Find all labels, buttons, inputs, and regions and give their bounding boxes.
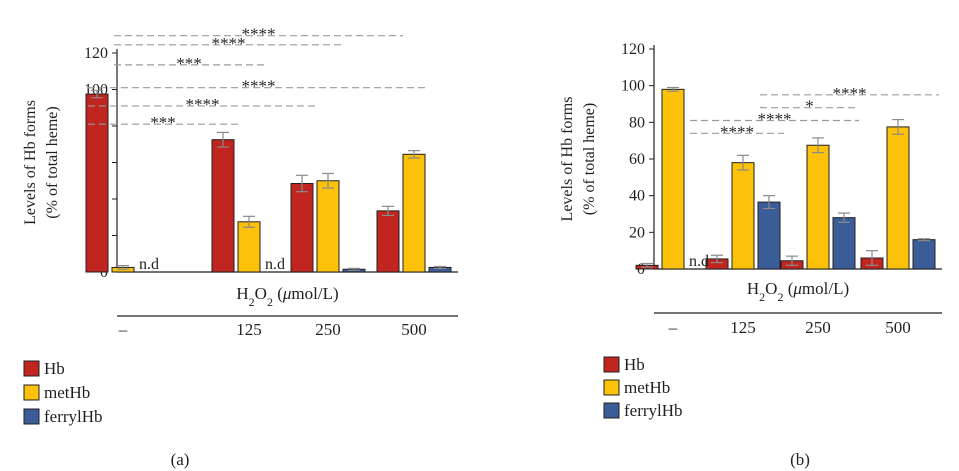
x-axis-label-part: 2: [249, 295, 255, 309]
y-tick-label: 120: [84, 45, 108, 62]
bar-methb: [661, 88, 685, 270]
bar-ferrylhb: [832, 217, 856, 270]
x-axis-label: H2O2 (μmol/L): [236, 284, 338, 309]
x-axis-label-part: (: [273, 284, 283, 303]
bar-methb: [316, 180, 340, 273]
legend-swatch-methb: [23, 384, 40, 401]
legend-label: metHb: [44, 383, 90, 402]
x-axis-label-part: μ: [792, 279, 802, 298]
legend-label: ferrylHb: [624, 401, 683, 420]
bar-ferrylhb: [757, 201, 781, 270]
significance-label: ****: [212, 34, 246, 53]
y-tick-label: 20: [629, 224, 645, 241]
y-tick-label: 120: [621, 41, 645, 58]
y-tick-label: 100: [621, 78, 645, 95]
x-category-label: 125: [730, 318, 756, 337]
bar-hb: [376, 210, 400, 273]
nd-label: n.d: [139, 256, 159, 273]
x-category-label: 500: [885, 318, 911, 337]
significance-label: ****: [758, 110, 792, 129]
y-tick-label: 60: [629, 151, 645, 168]
x-category-label: 250: [315, 320, 341, 339]
legend-label: Hb: [44, 359, 65, 378]
bar-methb: [237, 221, 261, 273]
x-category-label: 250: [805, 318, 831, 337]
legend-swatch-methb: [603, 379, 620, 396]
significance-label: ****: [242, 77, 276, 96]
chart-panel-a: 020406080100120Levels of Hb forms(% of t…: [22, 25, 458, 469]
x-axis-label-part: μ: [282, 284, 292, 303]
chart-panel-b: 020406080100120Levels of Hb forms(% of t…: [559, 41, 942, 469]
x-axis-label-part: 2: [777, 290, 783, 304]
x-category-label: 500: [401, 320, 427, 339]
legend-swatch-hb: [23, 360, 40, 377]
x-axis-label-part: O: [255, 284, 267, 303]
bar-hb: [85, 93, 109, 273]
nd-label: n.d: [265, 256, 285, 273]
y-tick-label: 80: [629, 114, 645, 131]
bar-methb: [402, 153, 426, 273]
x-axis-label-part: mol/L): [802, 279, 849, 298]
bar-methb: [886, 126, 910, 270]
legend-swatch-ferrylhb: [23, 408, 40, 425]
y-tick-label: 40: [629, 188, 645, 205]
x-category-label: –: [118, 320, 128, 339]
x-category-label: 125: [236, 320, 262, 339]
bar-methb: [731, 162, 755, 270]
x-axis-label-part: O: [765, 279, 777, 298]
legend-label: Hb: [624, 355, 645, 374]
x-axis-label-part: H: [747, 279, 759, 298]
significance-label: ***: [176, 54, 202, 73]
legend-label: metHb: [624, 378, 670, 397]
legend-label: ferrylHb: [44, 407, 103, 426]
bar-hb: [211, 139, 235, 273]
significance-label: *: [805, 97, 814, 116]
significance-label: ****: [242, 25, 276, 44]
nd-label: n.d: [689, 253, 709, 270]
x-axis-label-part: mol/L): [291, 284, 338, 303]
x-axis-label: H2O2 (μmol/L): [747, 279, 849, 304]
significance-label: ****: [833, 84, 867, 103]
legend-swatch-hb: [603, 356, 620, 373]
significance-label: ***: [150, 113, 176, 132]
significance-label: ****: [186, 95, 220, 114]
y-axis-label-unit: (% of total heme): [44, 106, 61, 218]
bar-ferrylhb: [912, 239, 936, 270]
legend-swatch-ferrylhb: [603, 402, 620, 419]
y-axis-label: Levels of Hb forms: [22, 100, 39, 225]
x-axis-label-part: (: [783, 279, 793, 298]
panel-label: (b): [790, 450, 810, 469]
y-axis-label: Levels of Hb forms: [559, 97, 576, 222]
x-axis-label-part: 2: [267, 295, 273, 309]
x-category-label: –: [668, 318, 678, 337]
significance-label: ****: [720, 122, 754, 141]
bar-hb: [290, 182, 314, 273]
bar-methb: [806, 144, 830, 270]
x-axis-label-part: H: [236, 284, 248, 303]
x-axis-label-part: 2: [759, 290, 765, 304]
y-axis-label-unit: (% of total heme): [581, 103, 598, 215]
panel-label: (a): [171, 450, 190, 469]
